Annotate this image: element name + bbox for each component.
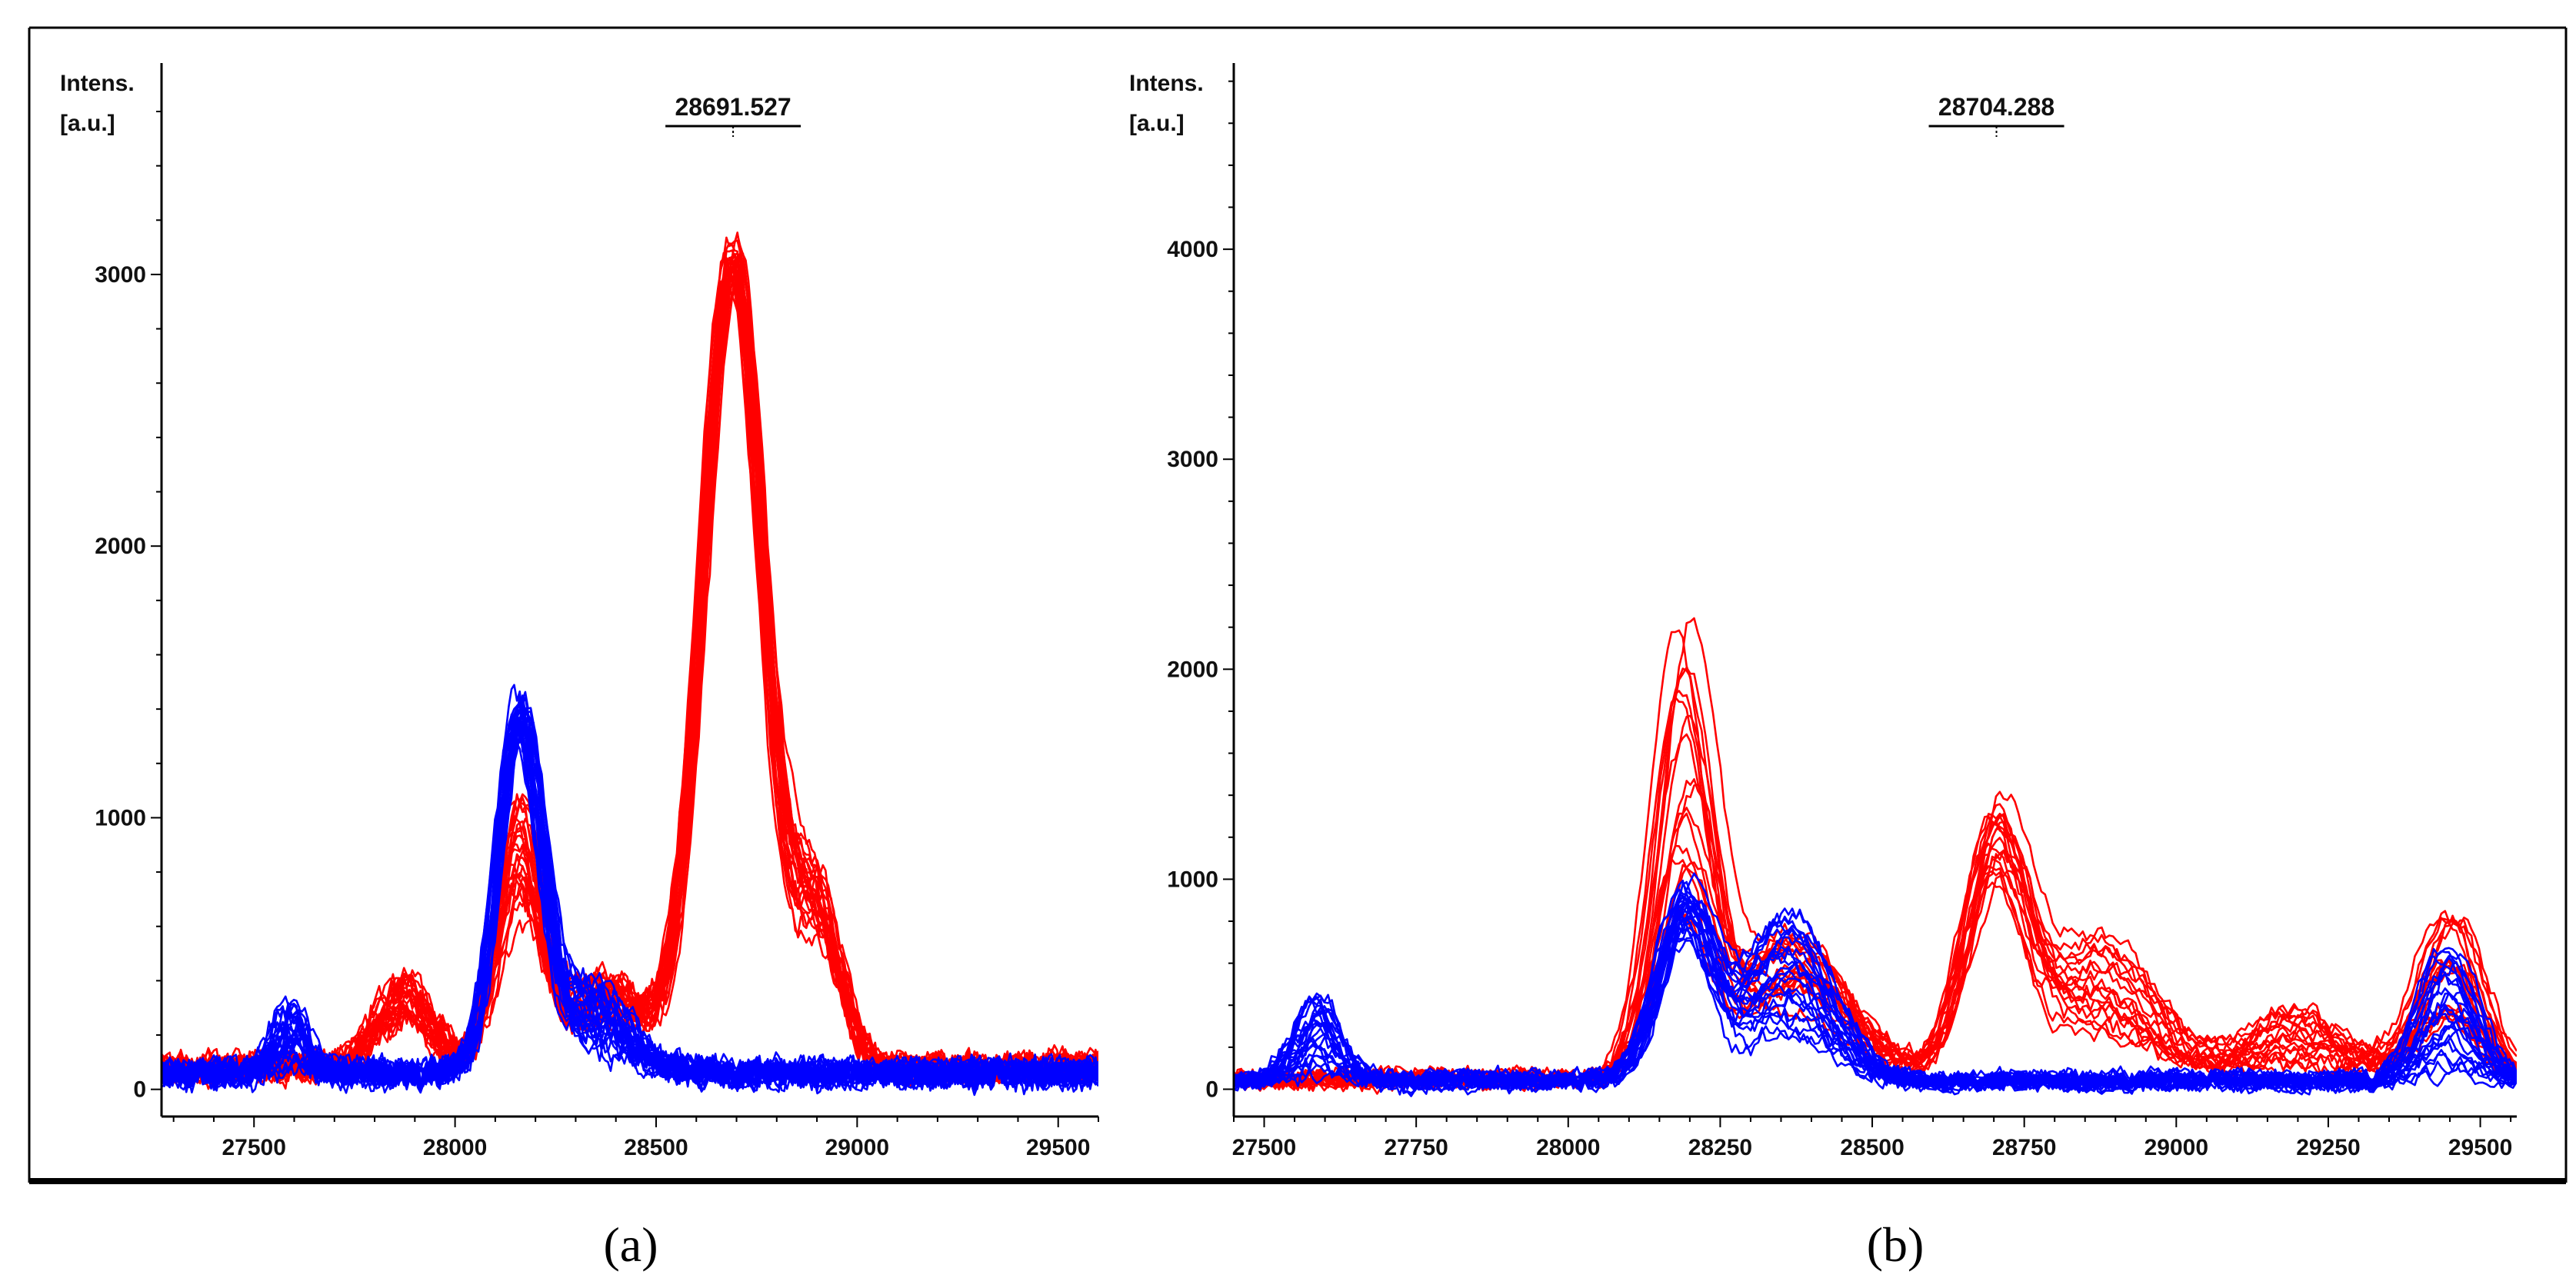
panel-a-red-trace [162, 255, 1098, 1086]
panel-a-ylabel-line1: Intens. [60, 71, 135, 96]
panel-b-blue-trace [1234, 890, 2517, 1097]
panel-b-blue-trace [1234, 880, 2517, 1091]
panel-a-red-trace [162, 252, 1098, 1085]
panel-a-red-trace [162, 270, 1098, 1087]
panel-a-red-trace [162, 231, 1098, 1082]
panel-a-red-trace [162, 251, 1098, 1083]
panel-b-series-red [1234, 617, 2517, 1095]
panel-b-x-tick-label: 27750 [1384, 1135, 1448, 1160]
panel-b-x-tick-label: 28500 [1840, 1135, 1904, 1160]
panel-b-caption: (b) [1867, 1217, 1925, 1272]
panel-b-y-tick-label: 0 [1205, 1077, 1218, 1102]
panel-a-red-trace [162, 260, 1098, 1088]
panel-a-red-trace [162, 258, 1098, 1085]
panel-b-y-tick-label: 4000 [1167, 237, 1218, 262]
panel-b-red-trace [1234, 666, 2517, 1089]
panel-b-red-trace [1234, 815, 2517, 1095]
panel-b-x-tick-label: 28000 [1536, 1135, 1600, 1160]
panel-a-red-trace [162, 271, 1098, 1084]
panel-a-y-tick-label: 2000 [95, 534, 146, 559]
panel-a-x-tick-label: 27500 [222, 1135, 286, 1160]
panel-b-ylabel-line1: Intens. [1129, 71, 1204, 96]
panel-b-axes: 0 1000 2000 3000 4000 27500 27750 28000 28250 285… [1167, 63, 2517, 1160]
panel-a-red-trace [162, 265, 1098, 1090]
panel-b-plot-area [1234, 617, 2517, 1097]
panel-a-x-tick-label: 29500 [1026, 1135, 1090, 1160]
panel-a-red-trace [162, 277, 1098, 1087]
panel-a-red-trace [162, 251, 1098, 1082]
panel-a-red-trace [162, 263, 1098, 1086]
panel-b-x-tick-label: 29250 [2296, 1135, 2360, 1160]
panel-a-series-blue [162, 684, 1098, 1097]
panel-a-red-trace [162, 252, 1098, 1086]
panel-b-y-tick-label: 2000 [1167, 657, 1218, 682]
panel-a-red-trace [162, 281, 1098, 1088]
panel-a-ylabel-line2: [a.u.] [60, 111, 115, 136]
panel-b-ylabel-line2: [a.u.] [1129, 111, 1185, 136]
panel-a-red-trace [162, 266, 1098, 1085]
panel-a-axes: 0 1000 2000 3000 27500 28000 28500 29000 29500 28… [95, 63, 1099, 1160]
panel-b-y-tick-label: 3000 [1167, 447, 1218, 472]
panel-a-red-trace [162, 236, 1098, 1085]
panel-a-y-tick-label: 0 [133, 1077, 146, 1103]
panel-b-blue-trace [1234, 901, 2517, 1095]
panel-b-x-tick-label: 29000 [2144, 1135, 2208, 1160]
panel-a-red-trace [162, 266, 1098, 1083]
panel-a-caption: (a) [603, 1217, 658, 1272]
panel-a: Intens. [a.u.] 0 1000 2000 3000 27500 28000 28… [60, 63, 1099, 1272]
panel-b-x-tick-label: 28250 [1688, 1135, 1752, 1160]
panel-a-red-trace [162, 239, 1098, 1085]
panel-b-y-tick-label: 1000 [1167, 867, 1218, 892]
panel-a-y-tick-label: 3000 [95, 262, 146, 288]
panel-b: Intens. [a.u.] 0 1000 2000 3000 4000 27500 277… [1129, 63, 2517, 1272]
panel-b-peak-label: 28704.288 [1938, 93, 2054, 121]
panel-a-plot-area [162, 231, 1098, 1097]
panel-a-blue-trace [162, 684, 1098, 1093]
panel-a-red-trace [162, 268, 1098, 1085]
panel-a-red-trace [162, 233, 1098, 1084]
panel-a-x-tick-label: 28000 [423, 1135, 487, 1160]
panel-a-red-trace [162, 253, 1098, 1086]
panel-b-x-tick-label: 29500 [2448, 1135, 2512, 1160]
panel-a-x-tick-label: 28500 [624, 1135, 688, 1160]
panel-b-red-trace [1234, 733, 2517, 1091]
panel-b-series-blue [1234, 872, 2517, 1097]
panel-a-y-tick-label: 1000 [95, 805, 146, 830]
panel-b-x-tick-label: 28750 [1992, 1135, 2056, 1160]
panel-a-peak-label: 28691.527 [675, 93, 791, 121]
panel-a-red-trace [162, 287, 1098, 1086]
panel-a-series-red [162, 231, 1098, 1090]
panel-b-blue-trace [1234, 872, 2517, 1096]
panel-a-red-trace [162, 260, 1098, 1090]
panel-a-x-tick-label: 29000 [825, 1135, 889, 1160]
panel-b-blue-trace [1234, 888, 2517, 1090]
panel-a-blue-trace [162, 724, 1098, 1092]
panel-b-x-tick-label: 27500 [1232, 1135, 1296, 1160]
panel-a-red-trace [162, 249, 1098, 1083]
